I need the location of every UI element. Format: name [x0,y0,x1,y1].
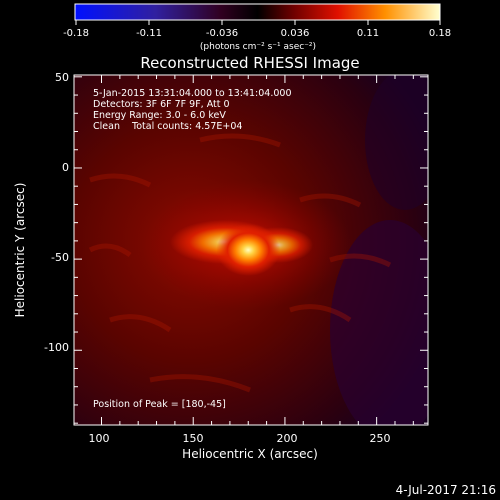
x-tick-label: 150 [183,432,204,445]
y-tick-label: 0 [62,161,69,174]
x-axis-label: Heliocentric X (arcsec) [182,447,318,461]
plot-frame [73,74,429,426]
plot-title-area: Reconstructed RHESSI Image [140,54,359,72]
colorbar-tick-label: -0.11 [136,28,162,39]
colorbar-unit-label: (photons cm⁻² s⁻¹ asec⁻²) [200,42,316,52]
peak-position-label: Position of Peak = [180,-45] [93,399,226,410]
flare-peak [216,224,281,276]
x-tick-label: 100 [89,432,110,445]
y-tick-label: 50 [55,71,69,84]
info-line-detectors: Detectors: 3F 6F 7F 9F, Att 0 [93,99,230,110]
heatmap-image [74,75,428,425]
y-axis-label: Heliocentric Y (arcsec) [13,183,27,318]
plot-title: Reconstructed RHESSI Image [140,54,359,72]
colorbar-panel: -0.18 -0.11 -0.036 0.036 0.11 0.18 (phot… [63,3,451,52]
colorbar-tick-label: 0.18 [429,28,451,39]
info-line-observation-time: 5-Jan-2015 13:31:04.000 to 13:41:04.000 [93,88,291,99]
footer-date: 4-Jul-2017 21:16 [396,483,496,497]
colorbar-tick-label: -0.036 [206,28,238,39]
colorbar-tick-label: -0.18 [63,28,89,39]
y-tick-label: -100 [44,341,69,354]
info-line-energy-range: Energy Range: 3.0 - 6.0 keV [93,110,226,121]
colorbar-tick-label: 0.11 [357,28,379,39]
info-line-total-counts: Clean Total counts: 4.57E+04 [93,121,242,132]
x-tick-label: 200 [277,432,298,445]
colorbar [74,3,441,21]
y-tick-label: -50 [51,251,69,264]
x-tick-label: 250 [370,432,391,445]
colorbar-tick-label: 0.036 [281,28,310,39]
